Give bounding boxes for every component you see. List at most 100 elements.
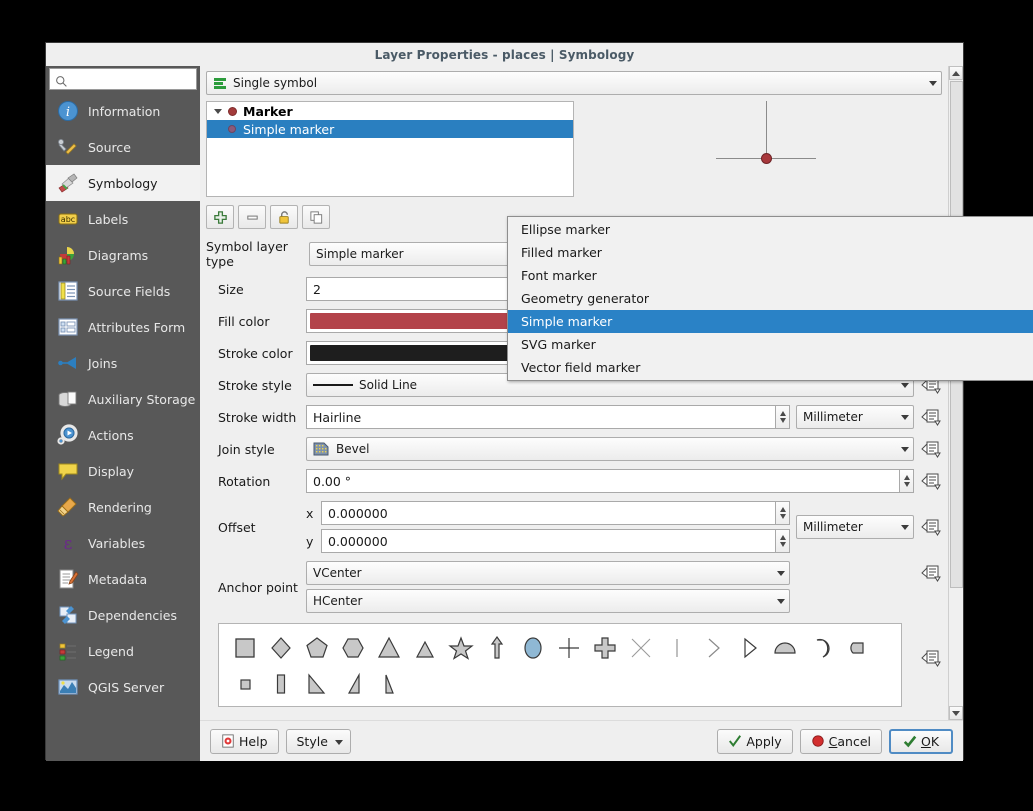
duplicate-layer-button[interactable] [302, 205, 330, 229]
rotation-input[interactable]: 0.00 ° [306, 469, 900, 493]
shape-data-defined-override-button[interactable] [920, 647, 942, 669]
sidebar-item-actions[interactable]: Actions [46, 417, 200, 453]
content-vertical-scrollbar[interactable] [948, 66, 963, 720]
sidebar-item-rendering[interactable]: Rendering [46, 489, 200, 525]
offset-x-label: x [306, 505, 314, 521]
sidebar-item-display[interactable]: Display [46, 453, 200, 489]
preview-marker-dot-icon [761, 153, 772, 164]
anchor-vertical-select[interactable]: VCenter [306, 561, 790, 585]
anchor-horizontal-select[interactable]: HCenter [306, 589, 790, 613]
sidebar-item-information[interactable]: i Information [46, 93, 200, 129]
shape-triangle-right[interactable] [731, 630, 767, 666]
sidebar-item-diagrams[interactable]: Diagrams [46, 237, 200, 273]
simple-marker-dot-icon [225, 125, 239, 133]
remove-symbol-layer-button[interactable] [238, 205, 266, 229]
symbol-tree-preview-row: Marker Simple marker [206, 101, 942, 197]
apply-button[interactable]: Apply [717, 728, 793, 754]
sidebar-item-metadata[interactable]: Metadata [46, 561, 200, 597]
tree-row[interactable]: Marker [207, 102, 573, 120]
help-button[interactable]: Help [210, 728, 279, 754]
sidebar-item-variables[interactable]: ε Variables [46, 525, 200, 561]
ok-button[interactable]: OK [889, 728, 953, 754]
sidebar-item-attributes-form[interactable]: Attributes Form [46, 309, 200, 345]
shape-line[interactable] [659, 630, 695, 666]
sidebar-item-symbology[interactable]: Symbology [46, 165, 200, 201]
sidebar-item-label: Source [88, 139, 131, 155]
sidebar-item-source-fields[interactable]: Source Fields [46, 273, 200, 309]
shape-star[interactable] [443, 630, 479, 666]
shape-quarter-circle-round[interactable] [803, 630, 839, 666]
sidebar-item-joins[interactable]: Joins [46, 345, 200, 381]
offset-data-defined-override-button[interactable] [920, 516, 942, 538]
join-style-data-defined-override-button[interactable] [920, 438, 942, 460]
sidebar-item-labels[interactable]: abc Labels [46, 201, 200, 237]
rotation-data-defined-override-button[interactable] [920, 470, 942, 492]
menu-item-font-marker[interactable]: Font marker [508, 264, 1033, 287]
rotation-value: 0.00 ° [313, 473, 352, 489]
offset-y-stepper[interactable] [776, 529, 790, 553]
symbol-layer-type-dropdown-menu[interactable]: Ellipse marker Filled marker Font marker… [507, 216, 1033, 381]
attributes-form-icon [57, 316, 79, 338]
shape-triangle[interactable] [371, 630, 407, 666]
menu-item-label: Font marker [521, 268, 597, 283]
scroll-down-button[interactable] [949, 706, 963, 720]
shape-circle[interactable] [515, 630, 551, 666]
shape-thin-triangle[interactable] [371, 666, 407, 702]
shape-left-half-triangle[interactable] [335, 666, 371, 702]
renderer-select[interactable]: Single symbol [206, 71, 942, 95]
shape-arrow[interactable] [479, 630, 515, 666]
cancel-button[interactable]: Cancel [799, 728, 882, 754]
search-box[interactable] [49, 68, 197, 90]
page-title: Layer Properties - places | Symbology [374, 47, 635, 62]
menu-item-simple-marker[interactable]: Simple marker [508, 310, 1033, 333]
menu-item-vector-field-marker[interactable]: Vector field marker [508, 356, 1033, 379]
style-button[interactable]: Style [285, 728, 351, 754]
sidebar-item-source[interactable]: Source [46, 129, 200, 165]
shape-hexagon[interactable] [335, 630, 371, 666]
symbol-layer-tree[interactable]: Marker Simple marker [206, 101, 574, 197]
stroke-width-input[interactable]: Hairline [306, 405, 776, 429]
shape-chevron-right[interactable] [695, 630, 731, 666]
offset-x-input[interactable]: 0.000000 [321, 501, 776, 525]
shape-square[interactable] [227, 630, 263, 666]
sidebar-item-label: Diagrams [88, 247, 149, 263]
anchor-vertical-data-defined-override-button[interactable] [920, 562, 942, 584]
sidebar-nav-list: i Information Source Symbology [46, 93, 200, 761]
shape-cross-fill[interactable] [587, 630, 623, 666]
offset-x-stepper[interactable] [776, 501, 790, 525]
shape-rectangle[interactable] [263, 666, 299, 702]
sidebar-item-auxiliary-storage[interactable]: Auxiliary Storage [46, 381, 200, 417]
sidebar-item-dependencies[interactable]: Dependencies [46, 597, 200, 633]
menu-item-geometry-generator[interactable]: Geometry generator [508, 287, 1033, 310]
rotation-stepper[interactable] [900, 469, 914, 493]
menu-item-svg-marker[interactable]: SVG marker [508, 333, 1033, 356]
shape-equilateral-triangle[interactable] [407, 630, 443, 666]
expand-caret-icon[interactable] [211, 108, 225, 114]
menu-item-filled-marker[interactable]: Filled marker [508, 241, 1033, 264]
shape-x-cross[interactable] [623, 630, 659, 666]
sidebar-item-legend[interactable]: Legend [46, 633, 200, 669]
offset-unit-select[interactable]: Millimeter [796, 515, 914, 539]
shape-quarter-square[interactable] [839, 630, 875, 666]
sidebar-item-qgis-server[interactable]: QGIS Server [46, 669, 200, 705]
check-icon [728, 734, 742, 748]
shape-pentagon[interactable] [299, 630, 335, 666]
stroke-width-unit-select[interactable]: Millimeter [796, 405, 914, 429]
stroke-width-stepper[interactable] [776, 405, 790, 429]
shape-small-square[interactable] [227, 666, 263, 702]
shape-cross[interactable] [551, 630, 587, 666]
shape-diamond[interactable] [263, 630, 299, 666]
tree-row[interactable]: Simple marker [207, 120, 573, 138]
shape-right-half-triangle[interactable] [299, 666, 335, 702]
offset-unit-value: Millimeter [803, 520, 863, 534]
shape-half-circle[interactable] [767, 630, 803, 666]
lock-layer-button[interactable] [270, 205, 298, 229]
offset-y-input[interactable]: 0.000000 [321, 529, 776, 553]
add-symbol-layer-button[interactable] [206, 205, 234, 229]
join-style-select[interactable]: Bevel [306, 437, 914, 461]
shape-palette[interactable] [218, 623, 902, 707]
menu-item-ellipse-marker[interactable]: Ellipse marker [508, 218, 1033, 241]
search-input[interactable] [71, 71, 185, 87]
scroll-up-button[interactable] [949, 66, 963, 80]
stroke-width-data-defined-override-button[interactable] [920, 406, 942, 428]
